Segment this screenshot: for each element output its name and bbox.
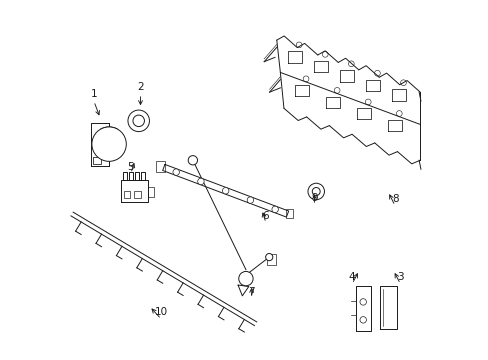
Text: 9: 9 <box>310 193 317 203</box>
Bar <box>156 161 164 172</box>
Text: 6: 6 <box>262 211 269 221</box>
Circle shape <box>188 156 197 165</box>
Circle shape <box>296 42 302 48</box>
Bar <box>147 187 154 197</box>
Circle shape <box>359 299 366 305</box>
Bar <box>123 192 130 198</box>
Circle shape <box>334 87 339 93</box>
Circle shape <box>312 188 320 195</box>
Circle shape <box>265 253 272 261</box>
Text: 4: 4 <box>348 272 355 282</box>
Bar <box>93 157 101 164</box>
Circle shape <box>365 99 370 105</box>
Circle shape <box>400 80 406 86</box>
Text: 10: 10 <box>154 307 167 318</box>
Circle shape <box>247 197 253 203</box>
FancyBboxPatch shape <box>267 254 276 265</box>
Bar <box>134 192 141 198</box>
Circle shape <box>348 61 353 67</box>
Text: 5: 5 <box>127 162 134 172</box>
Circle shape <box>197 178 203 185</box>
Text: 2: 2 <box>137 82 143 92</box>
Text: 8: 8 <box>391 194 398 204</box>
Circle shape <box>396 111 401 116</box>
Bar <box>285 209 292 218</box>
Text: 1: 1 <box>90 89 97 99</box>
Circle shape <box>322 51 327 57</box>
Circle shape <box>303 76 308 82</box>
Circle shape <box>173 169 179 175</box>
Circle shape <box>92 127 126 161</box>
Circle shape <box>307 183 324 200</box>
Circle shape <box>359 317 366 323</box>
Circle shape <box>128 110 149 132</box>
Text: 3: 3 <box>396 272 403 282</box>
Circle shape <box>374 70 380 76</box>
Text: 7: 7 <box>248 287 254 297</box>
Circle shape <box>133 115 144 127</box>
Circle shape <box>271 206 278 213</box>
Circle shape <box>222 188 228 194</box>
Circle shape <box>238 271 253 286</box>
